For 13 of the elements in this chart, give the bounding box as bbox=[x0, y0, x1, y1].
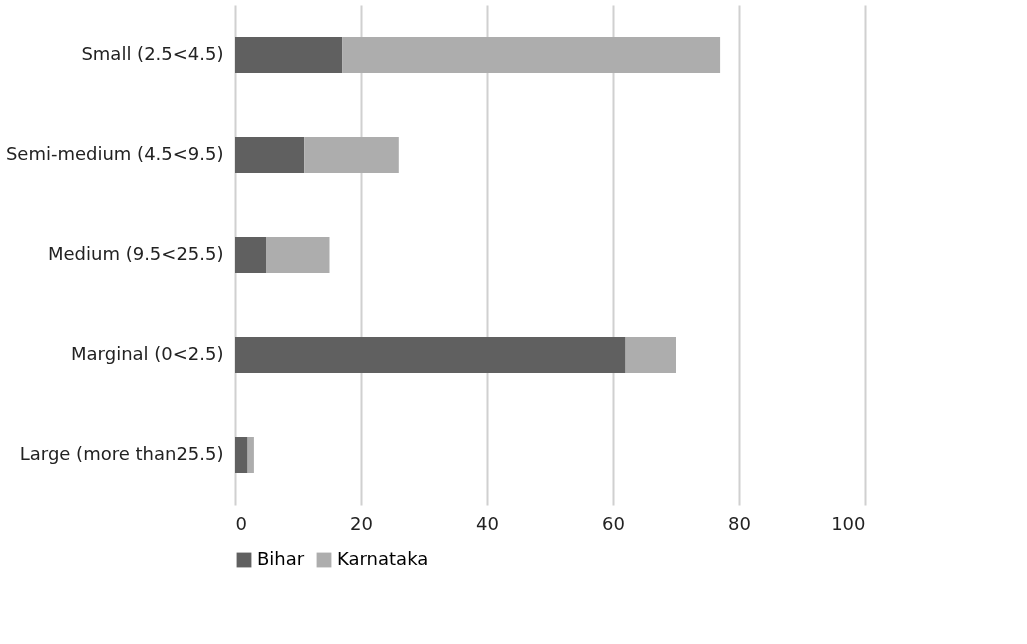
y-tick-label: Marginal (0<2.5) bbox=[71, 343, 224, 364]
y-tick-label: Large (more than25.5) bbox=[19, 443, 224, 464]
x-tick-label: 100 bbox=[831, 512, 866, 534]
x-tick-label: 20 bbox=[350, 512, 373, 534]
x-tick-label: 60 bbox=[602, 512, 625, 534]
y-tick-label: Small (2.5<4.5) bbox=[81, 43, 224, 64]
legend-label: Karnataka bbox=[337, 548, 429, 569]
y-tick-label: Semi-medium (4.5<9.5) bbox=[5, 143, 224, 164]
x-tick-label: 80 bbox=[728, 512, 751, 534]
x-tick-label: 0 bbox=[235, 512, 247, 534]
legend-label: Bihar bbox=[257, 548, 305, 569]
x-tick-label: 40 bbox=[476, 512, 499, 534]
y-tick-label: Medium (9.5<25.5) bbox=[47, 243, 224, 264]
